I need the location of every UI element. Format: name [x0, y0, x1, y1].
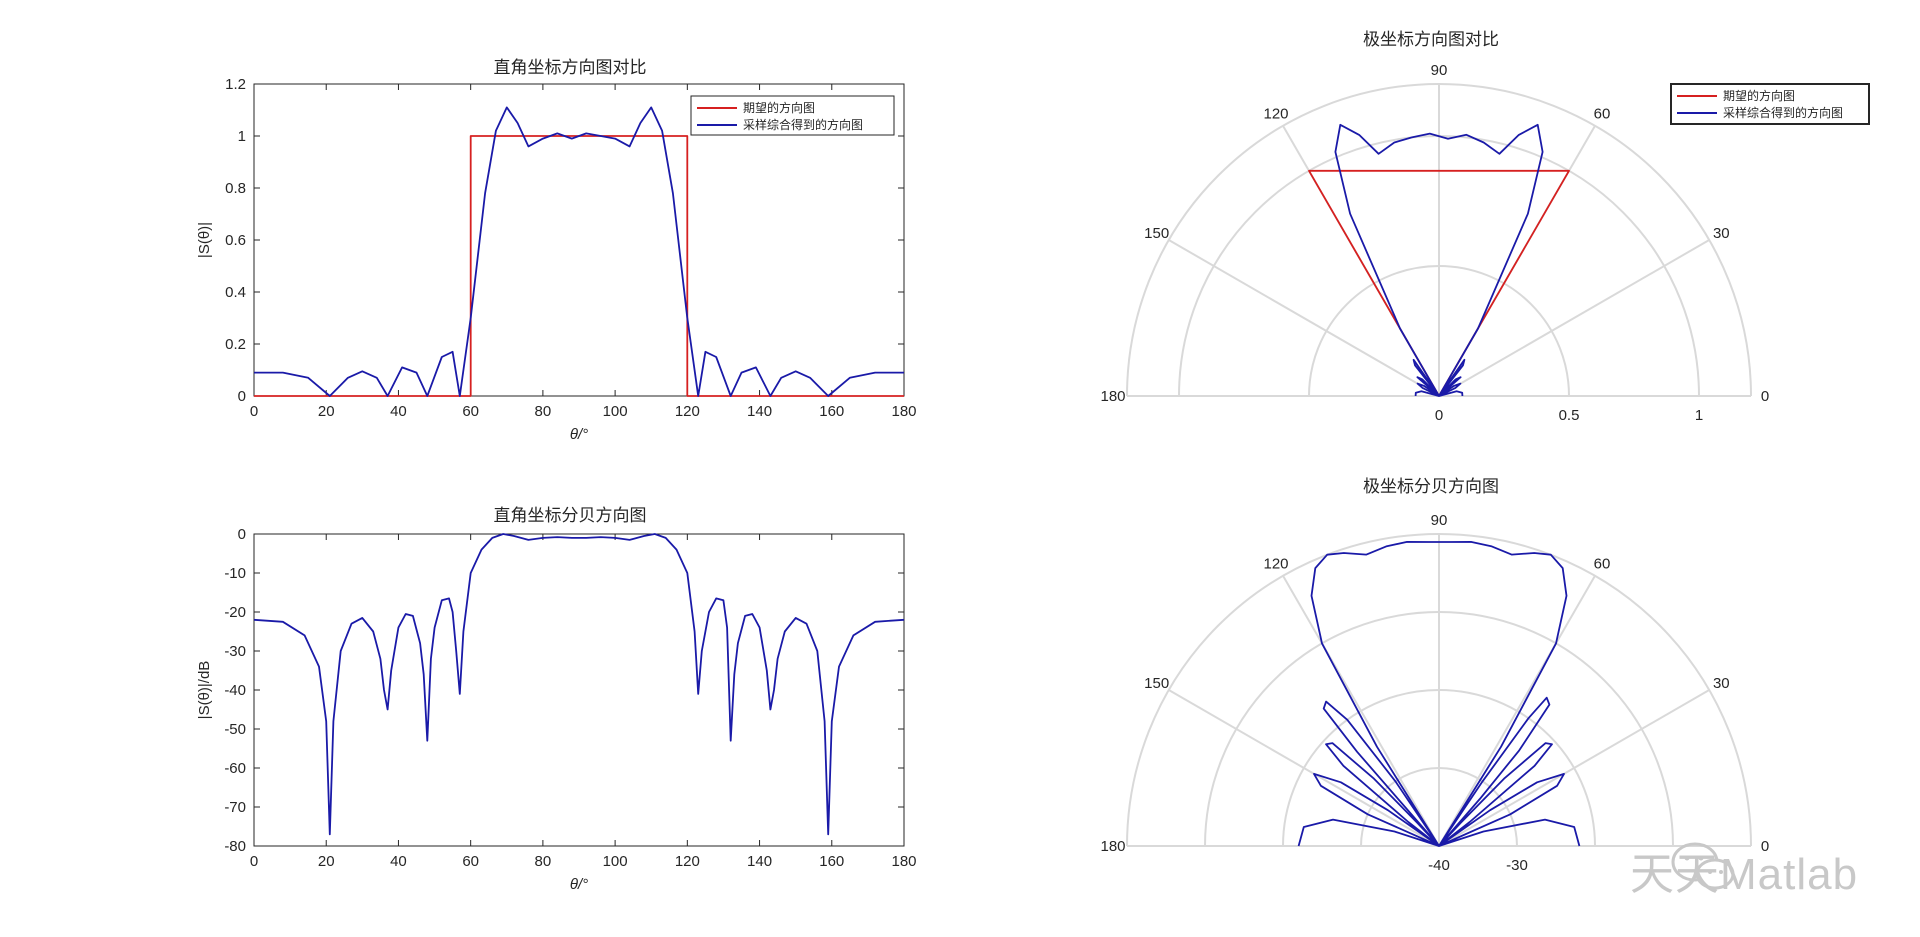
- legend-label: 期望的方向图: [1723, 88, 1795, 103]
- y-tick-label: 0: [238, 526, 246, 543]
- x-axis-label: θ/°: [570, 426, 588, 443]
- chart-title: 极坐标分贝方向图: [1363, 477, 1499, 496]
- chart-cartesian-db: 直角坐标分贝方向图 0 20 40 60 80 100 120 140 160 180 0 -10 -2…: [196, 506, 917, 893]
- polar-spoke: [1168, 689, 1440, 847]
- angle-tick-label: 90: [1431, 62, 1448, 79]
- polar-spoke: [1438, 575, 1596, 847]
- x-tick-label: 60: [462, 403, 479, 420]
- x-tick-label: 140: [747, 403, 772, 420]
- angle-tick-label: 150: [1144, 225, 1169, 242]
- x-tick-label: 0: [250, 853, 258, 870]
- y-tick-label: -10: [224, 565, 246, 582]
- angle-tick-label: 0: [1761, 388, 1769, 405]
- legend-box: [1670, 83, 1870, 125]
- angle-tick-label: 60: [1594, 556, 1611, 573]
- y-tick-label: 1: [238, 128, 246, 145]
- chart-title: 直角坐标方向图对比: [494, 58, 647, 77]
- x-tick-label: 140: [747, 853, 772, 870]
- angle-tick-label: 180: [1100, 838, 1125, 855]
- series-line-0: [253, 533, 905, 836]
- watermark-text: 天天Matlab: [1630, 850, 1859, 899]
- angle-tick-label: 60: [1594, 106, 1611, 123]
- x-tick-label: 180: [891, 853, 916, 870]
- x-tick-label: 20: [318, 403, 335, 420]
- y-tick-label: -30: [224, 643, 246, 660]
- wechat-icon: [1671, 842, 1735, 890]
- y-tick-label: 0.4: [225, 284, 246, 301]
- series-line-1: [1334, 123, 1544, 397]
- y-tick-label: 0.2: [225, 336, 246, 353]
- chart-title: 直角坐标分贝方向图: [494, 506, 647, 525]
- y-tick-label: 0: [238, 388, 246, 405]
- x-tick-label: 60: [462, 853, 479, 870]
- x-tick-label: 40: [390, 403, 407, 420]
- x-tick-label: 20: [318, 853, 335, 870]
- radial-tick-label: -40: [1428, 857, 1450, 874]
- radial-tick-label: -30: [1506, 857, 1528, 874]
- x-tick-label: 160: [819, 853, 844, 870]
- polar-spoke: [1282, 575, 1440, 847]
- angle-tick-label: 180: [1100, 388, 1125, 405]
- y-tick-label: 1.2: [225, 76, 246, 93]
- chart-cartesian-comparison: 直角坐标方向图对比 0 20 40 60 80 100 120 140 160 180 0 0.2 0.…: [196, 58, 917, 443]
- chart-polar-db: 极坐标分贝方向图 0 30 60 90 120 150 180 -40 -30: [1100, 477, 1769, 874]
- x-axis-label: θ/°: [570, 876, 588, 893]
- y-tick-label: -60: [224, 760, 246, 777]
- angle-tick-label: 120: [1263, 556, 1288, 573]
- x-tick-label: 100: [603, 853, 628, 870]
- chart-title: 极坐标方向图对比: [1363, 30, 1499, 49]
- chart-polar-comparison: 极坐标方向图对比 0 30 60 90 120 150 180 0 0.5 1 期望的方向图采样综合…: [1100, 30, 1870, 424]
- x-tick-label: 80: [535, 853, 552, 870]
- series-line-0: [1297, 541, 1581, 847]
- angle-tick-label: 90: [1431, 512, 1448, 529]
- y-tick-label: 0.8: [225, 180, 246, 197]
- y-tick-label: -70: [224, 799, 246, 816]
- radial-tick-label: 1: [1695, 407, 1703, 424]
- series-line-1: [254, 106, 904, 397]
- y-axis-label: |S(θ)|/dB: [196, 661, 213, 720]
- plot-area: [253, 533, 905, 847]
- y-tick-label: -40: [224, 682, 246, 699]
- y-tick-label: -80: [224, 838, 246, 855]
- y-axis-label: |S(θ)|: [196, 222, 213, 258]
- legend-box: [690, 95, 895, 136]
- x-tick-label: 120: [675, 403, 700, 420]
- y-tick-label: -50: [224, 721, 246, 738]
- angle-tick-label: 120: [1263, 106, 1288, 123]
- x-tick-label: 80: [535, 403, 552, 420]
- angle-tick-label: 150: [1144, 675, 1169, 692]
- polar-spoke: [1168, 239, 1440, 397]
- x-tick-label: 100: [603, 403, 628, 420]
- legend-label: 期望的方向图: [743, 100, 815, 115]
- polar-spoke: [1438, 239, 1710, 397]
- x-tick-label: 180: [891, 403, 916, 420]
- polar-spoke: [1438, 689, 1710, 847]
- x-tick-label: 0: [250, 403, 258, 420]
- y-tick-label: 0.6: [225, 232, 246, 249]
- legend-label: 采样综合得到的方向图: [1723, 105, 1843, 120]
- radial-tick-label: 0.5: [1559, 407, 1580, 424]
- angle-tick-label: 0: [1761, 838, 1769, 855]
- x-tick-label: 120: [675, 853, 700, 870]
- angle-tick-label: 30: [1713, 225, 1730, 242]
- radial-tick-label: 0: [1435, 407, 1443, 424]
- series-line-0: [1308, 169, 1570, 397]
- y-tick-label: -20: [224, 604, 246, 621]
- legend-label: 采样综合得到的方向图: [743, 117, 863, 132]
- x-tick-label: 40: [390, 853, 407, 870]
- x-tick-label: 160: [819, 403, 844, 420]
- angle-tick-label: 30: [1713, 675, 1730, 692]
